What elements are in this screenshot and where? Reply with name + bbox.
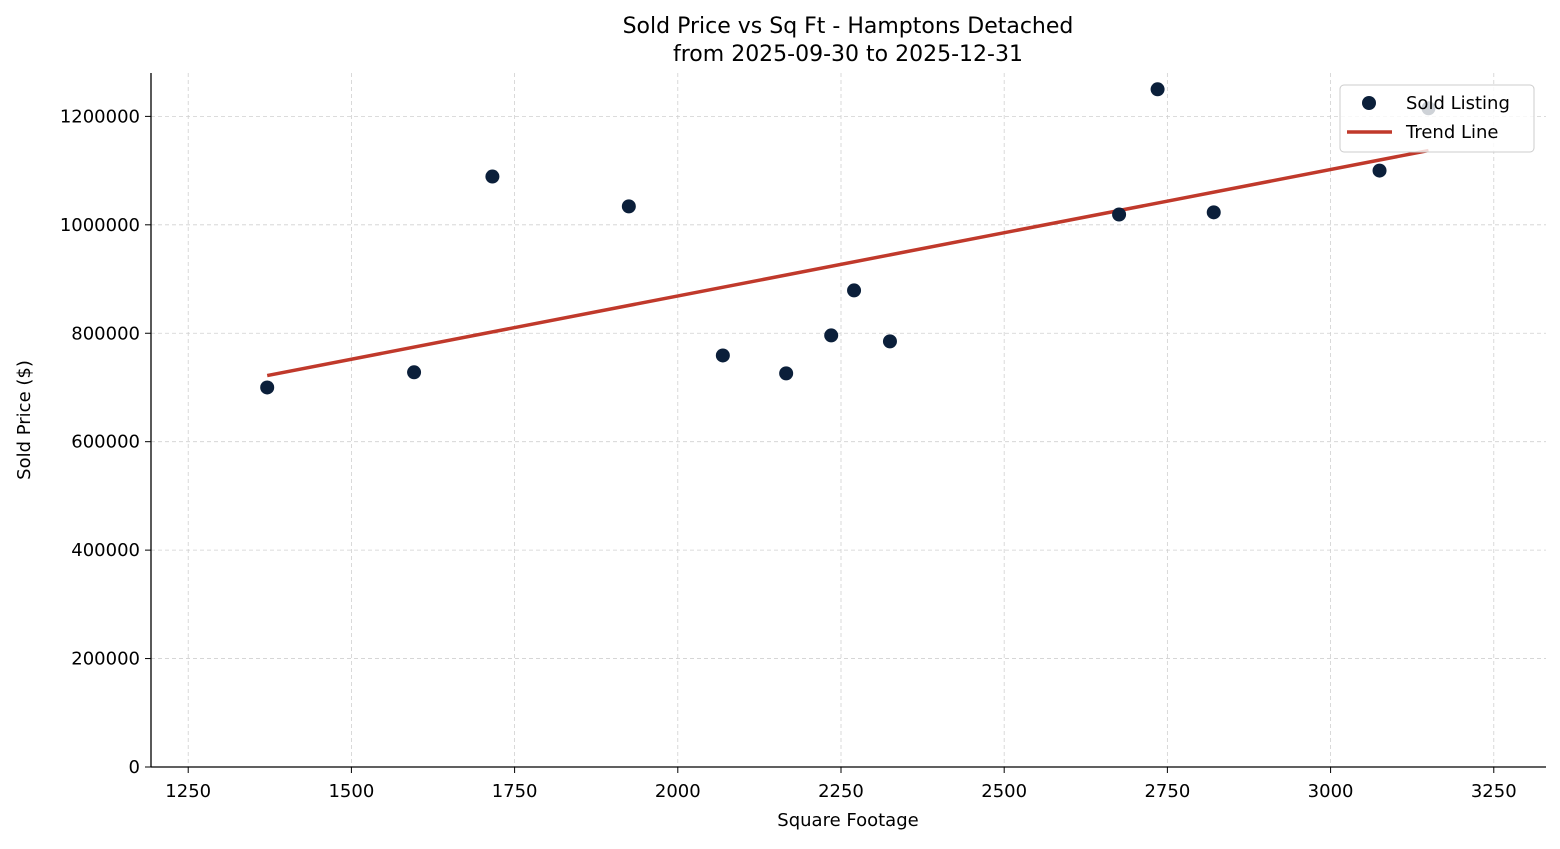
x-tick-label: 1250 <box>165 781 211 802</box>
y-tick-label: 200000 <box>71 649 140 670</box>
trend-line <box>266 148 1429 378</box>
data-point <box>621 199 636 214</box>
x-tick-label: 3250 <box>1471 781 1517 802</box>
data-point <box>824 328 839 343</box>
data-point <box>847 283 862 298</box>
x-tick-label: 1500 <box>328 781 374 802</box>
trend-layer <box>266 148 1429 378</box>
x-tick-label: 3000 <box>1308 781 1354 802</box>
data-point <box>407 365 422 380</box>
x-axis-label: Square Footage <box>777 810 918 831</box>
x-tick-label: 2750 <box>1144 781 1190 802</box>
data-point <box>1112 207 1127 222</box>
y-axis-label: Sold Price ($) <box>14 360 35 480</box>
legend-box <box>1339 84 1535 153</box>
data-point <box>882 334 897 349</box>
data-point <box>715 348 730 363</box>
x-tick-label: 2500 <box>981 781 1027 802</box>
grid <box>151 73 1546 768</box>
data-point <box>485 169 500 184</box>
chart-subtitle: from 2025-09-30 to 2025-12-31 <box>673 42 1023 67</box>
data-point <box>1150 82 1165 97</box>
chart-title: Sold Price vs Sq Ft - Hamptons Detached <box>623 14 1074 39</box>
y-tick-label: 400000 <box>71 540 140 561</box>
legend-marker-sold-listing <box>1362 96 1376 110</box>
legend-label-sold-listing: Sold Listing <box>1406 93 1510 114</box>
x-tick-label: 1750 <box>492 781 538 802</box>
data-point <box>260 380 275 395</box>
y-tick-label: 1000000 <box>60 215 140 236</box>
data-point <box>1206 205 1221 220</box>
x-ticks: 1250 1500 1750 2000 2250 2500 2750 3000 3250 <box>165 767 1517 802</box>
y-tick-label: 1200000 <box>60 106 140 127</box>
points-layer <box>260 82 1436 395</box>
y-tick-label: 800000 <box>71 323 140 344</box>
legend: Sold Listing Trend Line <box>1339 84 1535 153</box>
legend-label-trend-line: Trend Line <box>1405 122 1499 143</box>
y-tick-label: 600000 <box>71 432 140 453</box>
data-point <box>1372 163 1387 178</box>
data-point <box>779 366 794 381</box>
y-ticks: 0 200000 400000 600000 800000 1000000 1200000 <box>60 106 151 778</box>
x-tick-label: 2000 <box>655 781 701 802</box>
x-tick-label: 2250 <box>818 781 864 802</box>
y-tick-label: 0 <box>129 757 140 778</box>
